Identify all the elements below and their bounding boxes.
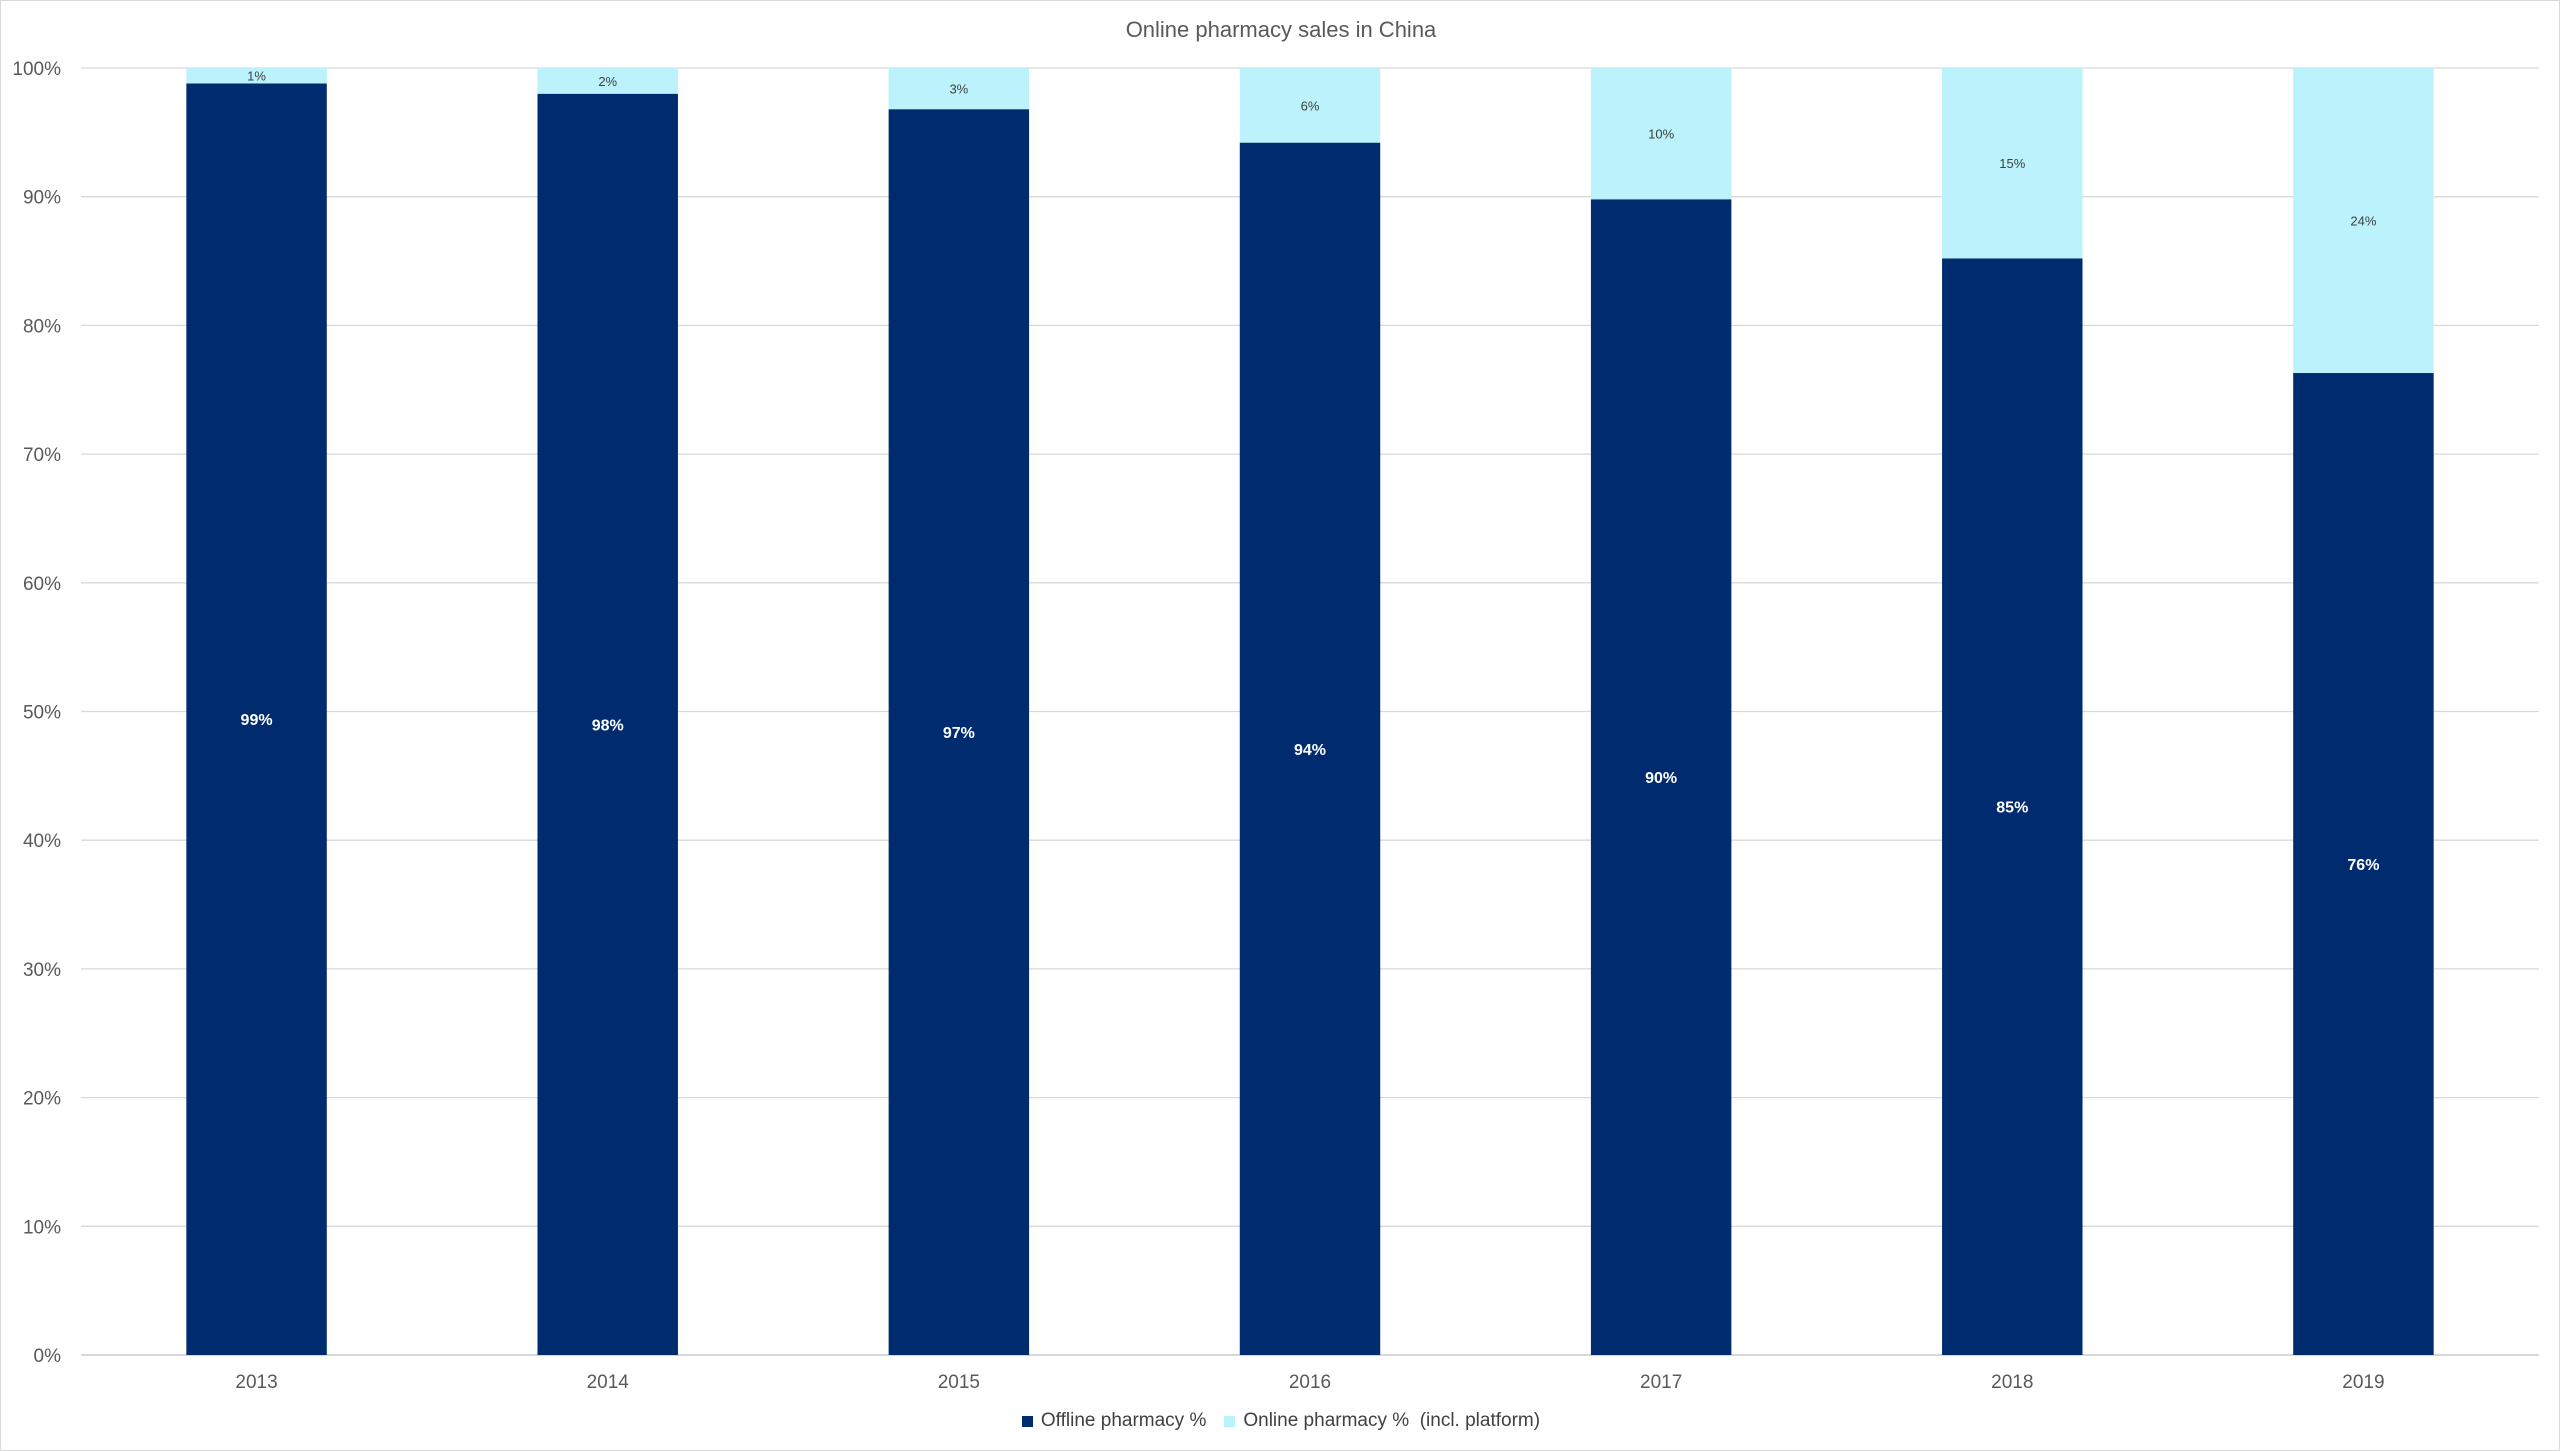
legend-swatch-online — [1224, 1415, 1236, 1427]
bar-online — [1239, 68, 1381, 143]
data-label-offline: 97% — [943, 725, 975, 742]
y-tick-label: 50% — [23, 703, 61, 724]
bar-offline — [888, 109, 1030, 1356]
bar-offline — [1239, 142, 1381, 1355]
bar-offline — [1590, 199, 1732, 1355]
legend-label-online: Online pharmacy % (incl. platform) — [1243, 1410, 1541, 1431]
data-label-online: 1% — [247, 69, 266, 84]
bar-online — [2293, 68, 2434, 374]
data-label-offline: 94% — [1294, 742, 1326, 759]
x-tick-label: 2013 — [235, 1372, 277, 1393]
x-tick-label: 2014 — [587, 1372, 630, 1393]
y-tick-label: 90% — [23, 188, 61, 209]
y-tick-label: 40% — [23, 831, 61, 852]
data-label-online: 10% — [1648, 127, 1674, 142]
y-tick-label: 20% — [23, 1089, 61, 1110]
bar-offline — [2293, 373, 2434, 1355]
bar-offline — [186, 83, 327, 1356]
data-label-online: 6% — [1301, 98, 1320, 113]
data-label-online: 24% — [2350, 214, 2376, 229]
legend-item-online: Online pharmacy % (incl. platform) — [1224, 1410, 1540, 1432]
x-tick-label: 2015 — [938, 1372, 980, 1393]
y-tick-label: 100% — [12, 59, 61, 80]
bar-online — [1942, 68, 2083, 259]
legend-item-offline: Offline pharmacy % — [1021, 1410, 1207, 1432]
y-tick-label: 80% — [23, 316, 61, 337]
data-label-offline: 85% — [1996, 800, 2028, 817]
bar-online — [186, 68, 327, 84]
bar-online — [537, 68, 678, 94]
data-label-offline: 98% — [592, 717, 624, 734]
y-tick-label: 60% — [23, 574, 61, 595]
data-label-online: 3% — [949, 82, 968, 97]
y-tick-label: 30% — [23, 960, 61, 981]
x-tick-label: 2017 — [1640, 1372, 1682, 1393]
x-tick-label: 2016 — [1289, 1372, 1331, 1393]
data-label-offline: 76% — [2347, 857, 2379, 874]
x-tick-label: 2019 — [2342, 1372, 2384, 1393]
y-tick-label: 70% — [23, 445, 61, 466]
data-label-online: 2% — [598, 74, 617, 89]
bar-offline — [537, 93, 678, 1356]
data-label-offline: 99% — [241, 712, 273, 729]
legend-label-offline: Offline pharmacy % — [1040, 1410, 1207, 1431]
bar-online — [888, 68, 1030, 110]
bar-offline — [1942, 258, 2083, 1355]
y-tick-label: 10% — [23, 1217, 61, 1238]
bar-online — [1590, 68, 1732, 200]
chart-title: Online pharmacy sales in China — [1125, 17, 1437, 42]
legend-swatch-offline — [1021, 1415, 1033, 1427]
x-tick-label: 2018 — [1991, 1372, 2033, 1393]
data-label-online: 15% — [1999, 156, 2025, 171]
y-tick-label: 0% — [34, 1346, 62, 1367]
legend: Offline pharmacy % Online pharmacy % (in… — [1, 1410, 2560, 1432]
data-label-offline: 90% — [1645, 770, 1677, 787]
